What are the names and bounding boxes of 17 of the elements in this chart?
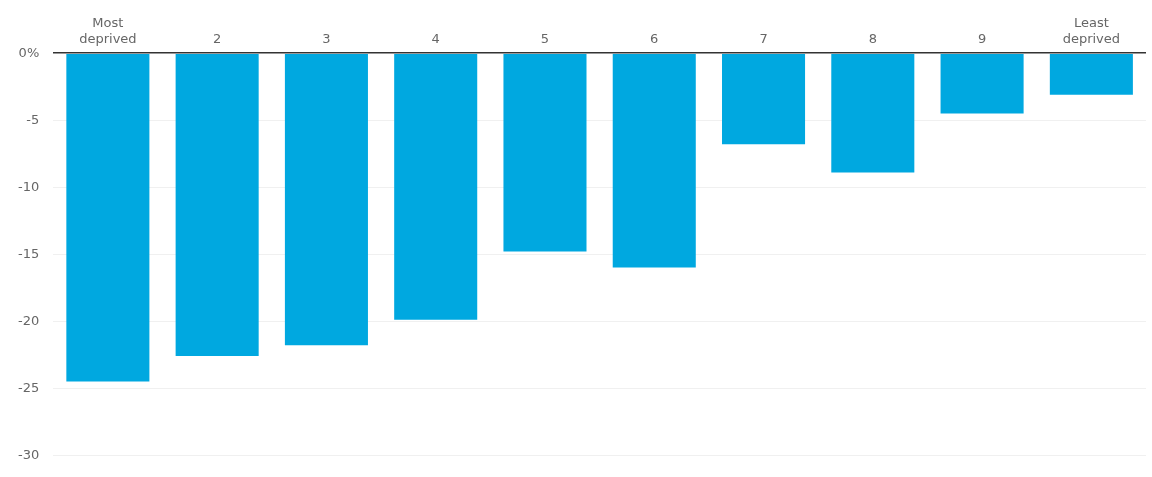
y-tick-label: -15	[18, 245, 40, 261]
x-tick-label: 7	[759, 30, 768, 46]
y-tick-label: -25	[18, 379, 40, 395]
x-tick-label: Least deprived	[1062, 15, 1121, 46]
y-tick-label: -30	[18, 446, 40, 462]
y-tick-label: 0%	[18, 44, 40, 60]
y-tick-label: -5	[26, 111, 40, 127]
x-tick-label: 3	[322, 30, 331, 46]
x-tick-label: 2	[213, 30, 222, 46]
x-tick-label: 5	[540, 30, 550, 46]
y-tick-label: -20	[18, 312, 40, 328]
x-tick-label: 6	[650, 30, 659, 46]
x-tick-label: Most deprived	[79, 15, 137, 46]
x-tick-label: 4	[431, 30, 440, 46]
x-tick-label: 9	[977, 30, 987, 46]
y-tick-label: -10	[18, 178, 40, 194]
x-tick-label: 8	[868, 30, 877, 46]
